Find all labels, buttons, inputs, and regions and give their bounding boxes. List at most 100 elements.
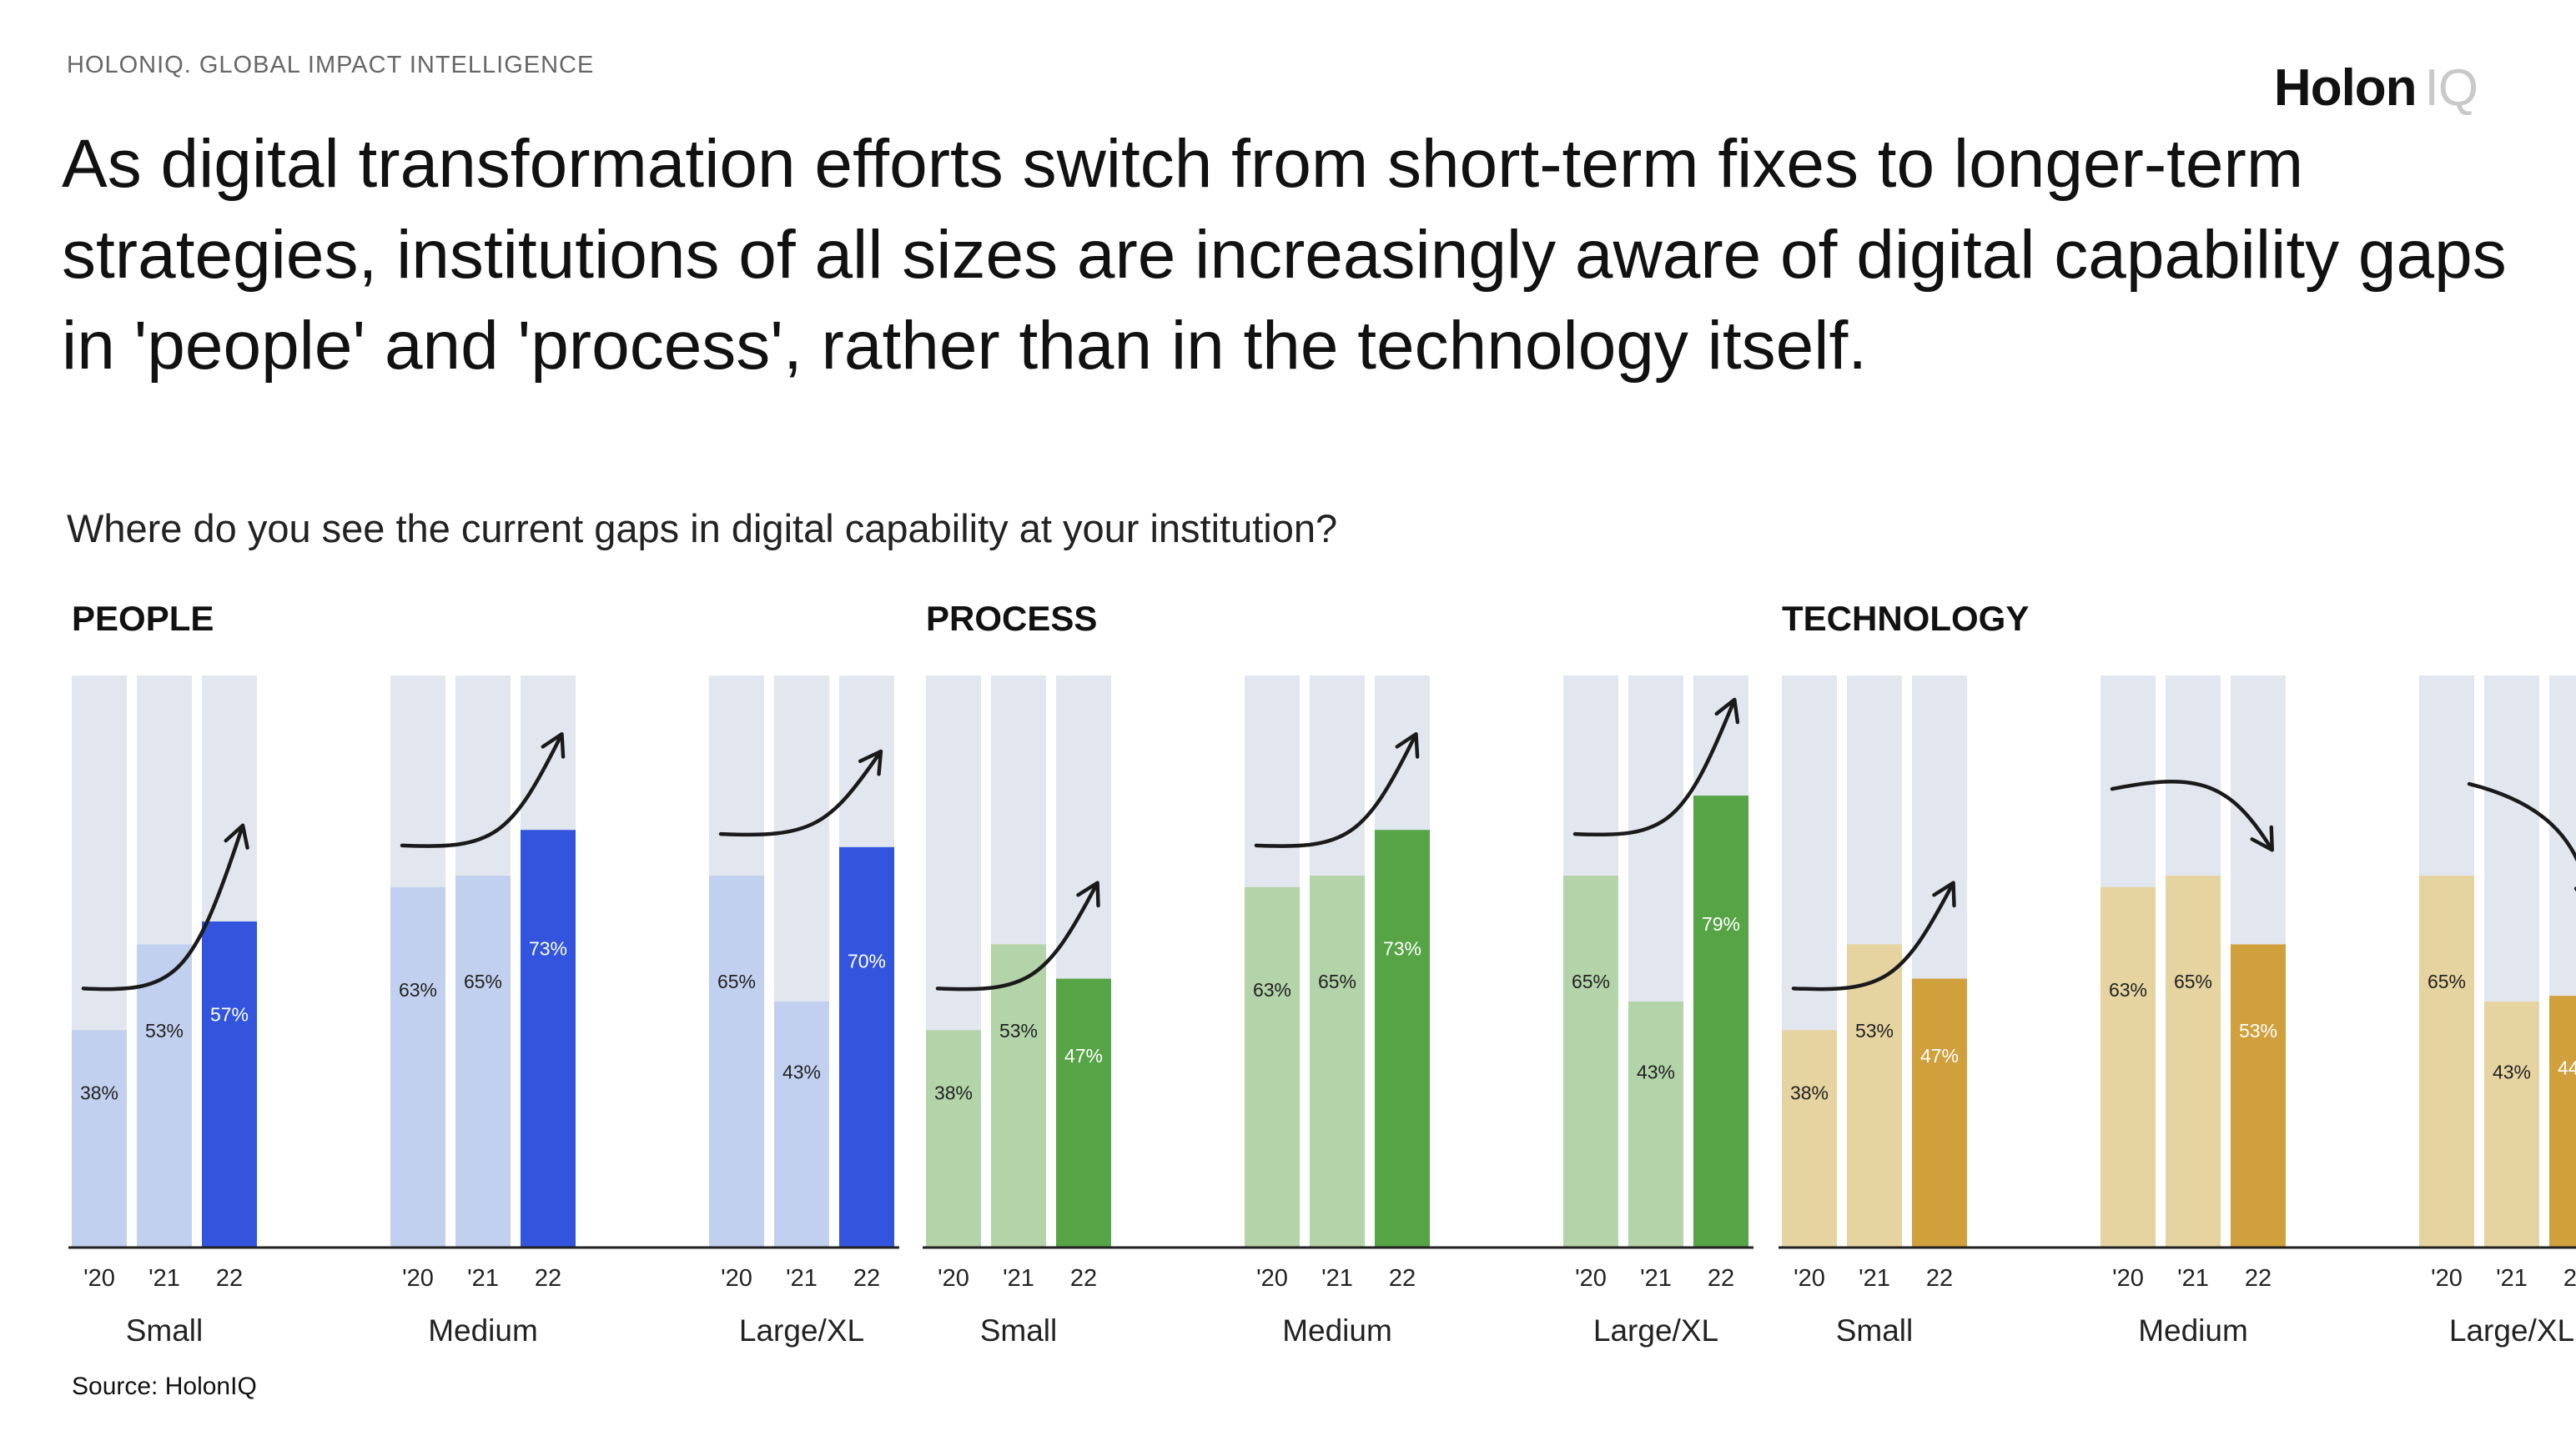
process-large-xl-data-label-2: 79% <box>1702 913 1740 935</box>
process-small-group-label: Small <box>980 1313 1058 1348</box>
process-medium-tick-2: 22 <box>1389 1265 1416 1292</box>
technology-large-xl-trend-arrow-icon <box>2467 781 2576 909</box>
people-medium-data-label-1: 65% <box>464 971 502 992</box>
technology-large-xl-data-label-2: 44% <box>2558 1057 2576 1079</box>
people-large-xl-group-label: Large/XL <box>739 1313 864 1348</box>
technology-large-xl-tick-1: '21 <box>2496 1265 2528 1292</box>
people-large-xl-tick-1: '21 <box>786 1265 818 1292</box>
process-small-data-label-2: 47% <box>1064 1045 1103 1067</box>
technology-medium-tick-1: '21 <box>2177 1265 2209 1292</box>
people-chart-title: PEOPLE <box>72 599 214 638</box>
process-medium-bar-2 <box>1375 830 1430 1248</box>
process-small-data-label-1: 53% <box>999 1020 1038 1042</box>
people-small-bar-1 <box>137 944 192 1248</box>
process-large-xl-data-label-1: 43% <box>1637 1062 1675 1083</box>
technology-large-xl-bar-1 <box>2484 1002 2539 1248</box>
headline: As digital transformation efforts switch… <box>62 126 2507 384</box>
people-large-xl-data-label-0: 65% <box>717 971 756 992</box>
technology-medium-data-label-1: 65% <box>2174 971 2212 992</box>
people-large-xl-data-label-2: 70% <box>848 950 886 972</box>
process-small-bar-0 <box>926 1030 981 1248</box>
people-small-trend-arrow-icon <box>81 823 249 992</box>
technology-medium-trend-arrow-icon <box>2110 780 2275 852</box>
process-medium-group-label: Medium <box>1282 1313 1392 1348</box>
technology-small-data-label-2: 47% <box>1920 1045 1959 1067</box>
people-medium-trend-arrow-icon <box>400 731 566 848</box>
technology-medium-data-label-0: 63% <box>2109 979 2147 1001</box>
kicker-label: HOLONIQ. GLOBAL IMPACT INTELLIGENCE <box>67 52 595 78</box>
people-medium-bar-1 <box>455 876 511 1248</box>
people-small-group-label: Small <box>126 1313 204 1348</box>
people-small-data-label-2: 57% <box>210 1003 249 1025</box>
holoniq-logo: Holon IQ <box>2274 58 2478 118</box>
technology-medium-tick-0: '20 <box>2112 1265 2144 1292</box>
technology-small-tick-0: '20 <box>1794 1265 1825 1292</box>
people-medium-tick-2: 22 <box>535 1265 561 1292</box>
technology-large-xl-tick-2: 22 <box>2563 1265 2576 1292</box>
process-small-tick-0: '20 <box>938 1265 969 1292</box>
process-large-xl-bar-2 <box>1693 796 1748 1248</box>
people-medium-tick-0: '20 <box>402 1265 434 1292</box>
technology-chart-title: TECHNOLOGY <box>1782 599 2029 638</box>
process-chart-title: PROCESS <box>926 599 1097 638</box>
process-large-xl-tick-2: 22 <box>1708 1265 1734 1292</box>
technology-small-bar-2 <box>1912 978 1967 1248</box>
people-medium-data-label-0: 63% <box>399 979 437 1001</box>
people-small-tick-1: '21 <box>148 1265 180 1292</box>
people-small-bar-2 <box>202 921 257 1248</box>
process-small-tick-1: '21 <box>1003 1265 1034 1292</box>
technology-small-data-label-1: 53% <box>1855 1020 1894 1042</box>
technology-medium-bar-1 <box>2166 876 2221 1248</box>
technology-small-bar-0 <box>1782 1030 1837 1248</box>
process-small-bar-2 <box>1056 978 1111 1248</box>
technology-small-data-label-0: 38% <box>1790 1082 1829 1103</box>
technology-large-xl-bar-0 <box>2419 876 2474 1248</box>
process-medium-tick-0: '20 <box>1256 1265 1288 1292</box>
technology-medium-tick-2: 22 <box>2245 1265 2272 1292</box>
process-medium-data-label-2: 73% <box>1383 937 1421 959</box>
people-small-tick-2: 22 <box>216 1265 243 1292</box>
people-small-bar-0 <box>72 1030 127 1248</box>
people-large-xl-bar-1 <box>774 1002 829 1248</box>
people-medium-group-label: Medium <box>428 1313 538 1348</box>
technology-medium-bar-0 <box>2101 886 2156 1248</box>
people-large-xl-bar-0 <box>709 876 764 1248</box>
technology-large-xl-data-label-1: 43% <box>2493 1062 2531 1083</box>
logo-suffix: IQ <box>2424 59 2478 117</box>
people-small-tick-0: '20 <box>83 1265 115 1292</box>
process-medium-data-label-1: 65% <box>1318 971 1356 992</box>
people-small-data-label-0: 38% <box>80 1082 118 1103</box>
technology-small-tick-2: 22 <box>1926 1265 1953 1292</box>
survey-question: Where do you see the current gaps in dig… <box>67 506 1338 550</box>
people-large-xl-bar-2 <box>839 846 894 1248</box>
technology-large-xl-group-label: Large/XL <box>2449 1313 2574 1348</box>
process-large-xl-tick-1: '21 <box>1640 1265 1672 1292</box>
process-medium-bar-0 <box>1245 886 1300 1248</box>
people-small-data-label-1: 53% <box>145 1020 184 1042</box>
technology-small-group-label: Small <box>1836 1313 1914 1348</box>
people-large-xl-tick-0: '20 <box>721 1265 752 1292</box>
people-large-xl-data-label-1: 43% <box>782 1062 821 1083</box>
source-note: Source: HolonIQ <box>72 1373 257 1400</box>
technology-large-xl-tick-0: '20 <box>2431 1265 2463 1292</box>
process-large-xl-group-label: Large/XL <box>1593 1313 1718 1348</box>
people-large-xl-trend-arrow-icon <box>718 749 883 837</box>
process-small-data-label-0: 38% <box>934 1082 973 1103</box>
technology-small-trend-arrow-icon <box>1791 881 1956 992</box>
technology-large-xl-bar-2 <box>2549 996 2576 1248</box>
technology-small-tick-1: '21 <box>1859 1265 1890 1292</box>
process-medium-data-label-0: 63% <box>1253 979 1291 1001</box>
process-large-xl-tick-0: '20 <box>1575 1265 1607 1292</box>
process-large-xl-bar-0 <box>1563 876 1618 1248</box>
people-medium-tick-1: '21 <box>467 1265 499 1292</box>
technology-medium-bar-2 <box>2231 944 2286 1248</box>
technology-large-xl-data-label-0: 65% <box>2428 971 2466 992</box>
process-large-xl-trend-arrow-icon <box>1572 697 1740 837</box>
people-medium-data-label-2: 73% <box>529 937 567 959</box>
process-medium-tick-1: '21 <box>1321 1265 1353 1292</box>
process-medium-bar-1 <box>1310 876 1365 1248</box>
process-large-xl-bar-1 <box>1628 1002 1683 1248</box>
process-small-bar-1 <box>991 944 1046 1248</box>
process-medium-trend-arrow-icon <box>1254 731 1420 848</box>
